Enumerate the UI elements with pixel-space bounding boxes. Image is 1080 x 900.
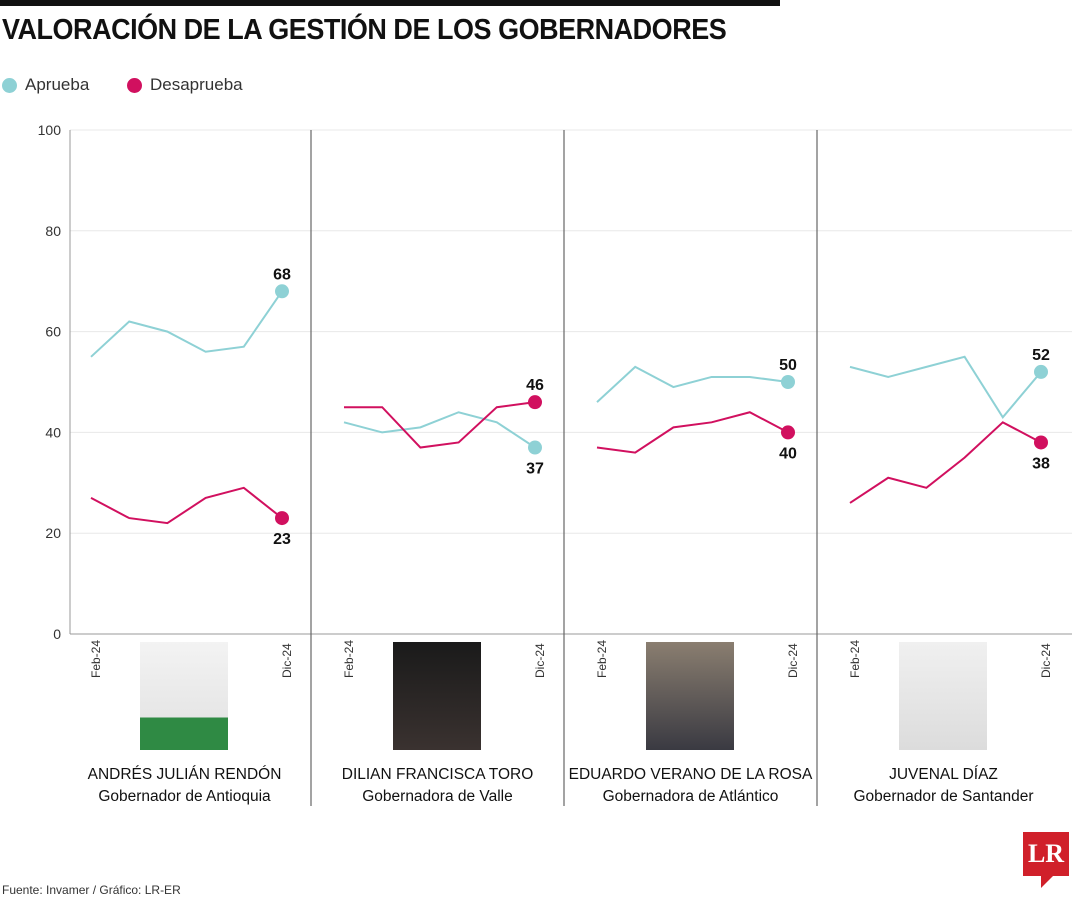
- governor-role: Gobernadora de Valle: [362, 788, 513, 805]
- data-label: 23: [273, 531, 291, 548]
- governor-caption: EDUARDO VERANO DE LA ROSA Gobernadora de …: [564, 764, 817, 808]
- data-label: 52: [1032, 347, 1050, 364]
- governor-name: ANDRÉS JULIÁN RENDÓN: [87, 766, 282, 783]
- governor-caption: ANDRÉS JULIÁN RENDÓN Gobernador de Antioq…: [58, 764, 311, 808]
- legend-dot-aprueba: [2, 77, 17, 93]
- source-note: Fuente: Invamer / Gráfico: LR-ER: [2, 883, 181, 897]
- lr-logo: LR: [1023, 832, 1069, 888]
- governor-photo: [393, 642, 481, 750]
- governor-name: JUVENAL DÍAZ: [889, 766, 998, 783]
- series-line-aprueba: [849, 355, 1042, 419]
- y-tick-label: 60: [45, 324, 61, 340]
- end-point-marker: [1034, 435, 1048, 450]
- end-point-marker: [275, 284, 289, 299]
- series-line-desaprueba: [90, 486, 283, 525]
- legend-label: Aprueba: [25, 75, 90, 94]
- end-point-marker: [528, 440, 542, 455]
- x-tick-label: Dic-24: [786, 643, 800, 678]
- legend-desaprueba: Desaprueba: [127, 75, 243, 95]
- y-tick-label: 0: [53, 626, 61, 642]
- series-line-aprueba: [90, 290, 283, 358]
- series-line-desaprueba: [849, 421, 1042, 504]
- legend-label: Desaprueba: [150, 75, 243, 94]
- x-tick-label: Dic-24: [533, 643, 547, 678]
- data-label: 46: [526, 377, 544, 394]
- governor-name: EDUARDO VERANO DE LA ROSA: [568, 766, 813, 783]
- y-tick-label: 100: [38, 122, 62, 138]
- chart-title: VALORACIÓN DE LA GESTIÓN DE LOS GOBERNAD…: [2, 14, 727, 46]
- data-label: 68: [273, 266, 291, 283]
- x-tick-label: Feb-24: [848, 640, 862, 678]
- y-tick-label: 40: [45, 424, 61, 440]
- series-line-desaprueba: [596, 411, 789, 454]
- legend-dot-desaprueba: [127, 77, 142, 93]
- y-tick-label: 80: [45, 223, 61, 239]
- governor-role: Gobernador de Antioquia: [98, 788, 271, 805]
- x-tick-label: Dic-24: [280, 643, 294, 678]
- data-label: 50: [779, 357, 797, 374]
- governor-caption: DILIAN FRANCISCA TORO Gobernadora de Vall…: [311, 764, 564, 808]
- legend-aprueba: Aprueba: [2, 75, 89, 95]
- x-tick-label: Feb-24: [595, 640, 609, 678]
- end-point-marker: [275, 511, 289, 526]
- x-tick-label: Feb-24: [342, 640, 356, 678]
- governor-photo: [899, 642, 987, 750]
- governor-role: Gobernador de Santander: [853, 788, 1034, 805]
- title-bar: [0, 0, 780, 6]
- end-point-marker: [528, 395, 542, 410]
- governor-photo: [646, 642, 734, 750]
- series-line-desaprueba: [344, 401, 536, 449]
- end-point-marker: [781, 375, 795, 389]
- governor-role: Gobernadora de Atlántico: [602, 788, 779, 805]
- governor-caption: JUVENAL DÍAZ Gobernador de Santander: [817, 764, 1070, 808]
- x-tick-label: Dic-24: [1039, 643, 1053, 678]
- end-point-marker: [1034, 364, 1048, 379]
- y-tick-label: 20: [45, 525, 61, 541]
- data-label: 40: [779, 445, 797, 462]
- data-label: 37: [526, 461, 544, 478]
- end-point-marker: [781, 425, 795, 440]
- series-line-aprueba: [596, 365, 789, 403]
- governor-name: DILIAN FRANCISCA TORO: [341, 766, 534, 783]
- series-line-aprueba: [343, 411, 536, 449]
- data-label: 38: [1032, 455, 1050, 472]
- x-tick-label: Feb-24: [89, 640, 103, 678]
- governor-photo: [140, 642, 228, 750]
